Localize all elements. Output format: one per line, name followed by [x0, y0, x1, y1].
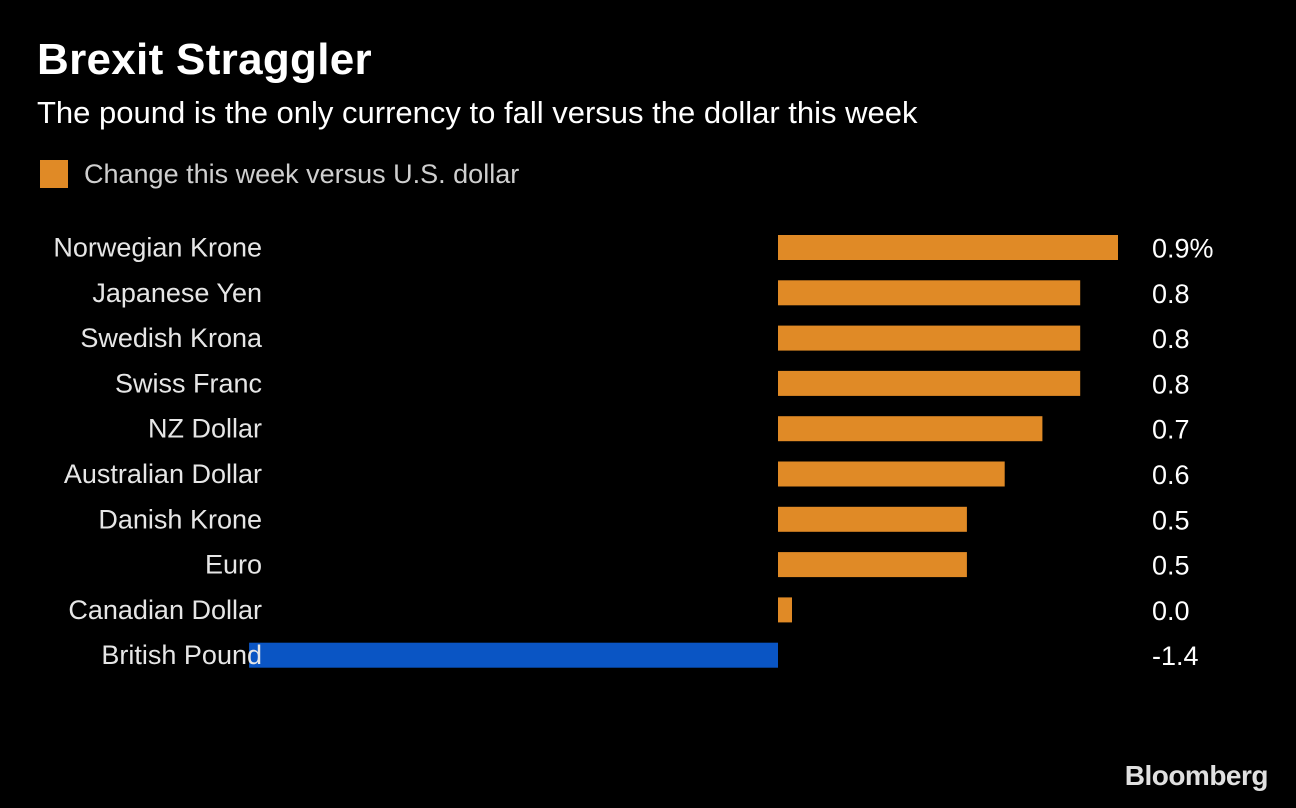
legend-swatch	[40, 160, 68, 188]
value-label: 0.9%	[1152, 234, 1214, 264]
bar	[249, 642, 779, 668]
value-label: 0.8	[1152, 324, 1190, 354]
category-label: Danish Krone	[98, 504, 262, 534]
value-label: 0.5	[1152, 505, 1190, 535]
value-label: 0.5	[1152, 551, 1190, 581]
legend: Change this week versus U.S. dollar	[40, 158, 519, 190]
bar	[778, 280, 1081, 306]
value-label: 0.7	[1152, 415, 1190, 445]
bar	[778, 552, 967, 578]
category-label: British Pound	[101, 640, 262, 670]
bar	[778, 506, 967, 532]
category-label: Swedish Krona	[80, 323, 263, 353]
bar	[778, 325, 1081, 351]
legend-label: Change this week versus U.S. dollar	[84, 158, 520, 189]
category-label: Japanese Yen	[92, 278, 262, 308]
category-label: Swiss Franc	[115, 368, 262, 398]
bar	[778, 416, 1043, 442]
category-label: Euro	[205, 550, 262, 580]
bar	[778, 370, 1081, 396]
value-label: 0.0	[1152, 596, 1190, 626]
bar	[778, 597, 792, 623]
bloomberg-logo: Bloomberg	[1124, 760, 1269, 791]
bar	[778, 461, 1005, 487]
category-label: Norwegian Krone	[53, 233, 262, 263]
bar	[778, 235, 1118, 260]
value-label: -1.4	[1152, 641, 1199, 671]
value-label: 0.6	[1152, 460, 1190, 490]
category-label: Australian Dollar	[64, 459, 262, 489]
category-label: Canadian Dollar	[68, 595, 262, 625]
chart-subtitle: The pound is the only currency to fall v…	[37, 95, 918, 130]
chart-title: Brexit Straggler	[37, 35, 372, 84]
category-label: NZ Dollar	[148, 414, 262, 444]
value-label: 0.8	[1152, 369, 1190, 399]
value-label: 0.8	[1152, 279, 1190, 309]
